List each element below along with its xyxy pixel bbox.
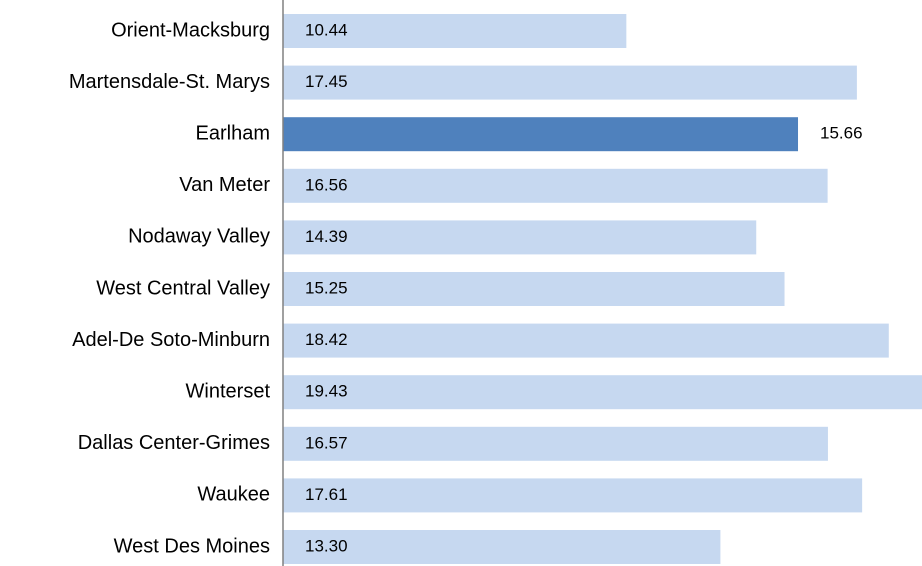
- bar: [283, 14, 627, 48]
- category-label: West Central Valley: [96, 277, 270, 299]
- value-label: 16.57: [305, 433, 348, 452]
- value-label: 10.44: [305, 20, 348, 39]
- bar: [283, 65, 857, 100]
- value-label: 17.61: [305, 485, 348, 504]
- value-label: 17.45: [305, 72, 348, 91]
- bar: [283, 375, 922, 410]
- category-label: Winterset: [186, 380, 271, 402]
- value-label: 15.66: [820, 124, 863, 143]
- bar: [283, 117, 799, 152]
- category-label: Van Meter: [179, 174, 270, 196]
- category-label: Earlham: [196, 122, 270, 144]
- bar: [283, 220, 757, 255]
- category-label: Orient-Macksburg: [111, 19, 270, 41]
- value-label: 16.56: [305, 175, 348, 194]
- bar: [283, 323, 889, 358]
- bar: [283, 530, 721, 564]
- category-label: West Des Moines: [114, 535, 270, 557]
- category-label: Martensdale-St. Marys: [69, 71, 270, 93]
- bar: [283, 478, 863, 513]
- bar: [283, 272, 785, 306]
- value-label: 15.25: [305, 278, 348, 297]
- value-label: 13.30: [305, 536, 348, 555]
- bar: [283, 168, 828, 203]
- category-label: Waukee: [197, 484, 270, 506]
- category-label: Adel-De Soto-Minburn: [72, 329, 270, 351]
- bar: [283, 426, 828, 461]
- value-label: 19.43: [305, 382, 348, 401]
- value-label: 18.42: [305, 330, 348, 349]
- category-label: Dallas Center-Grimes: [78, 432, 270, 454]
- category-label: Nodaway Valley: [128, 226, 270, 248]
- value-label: 14.39: [305, 227, 348, 246]
